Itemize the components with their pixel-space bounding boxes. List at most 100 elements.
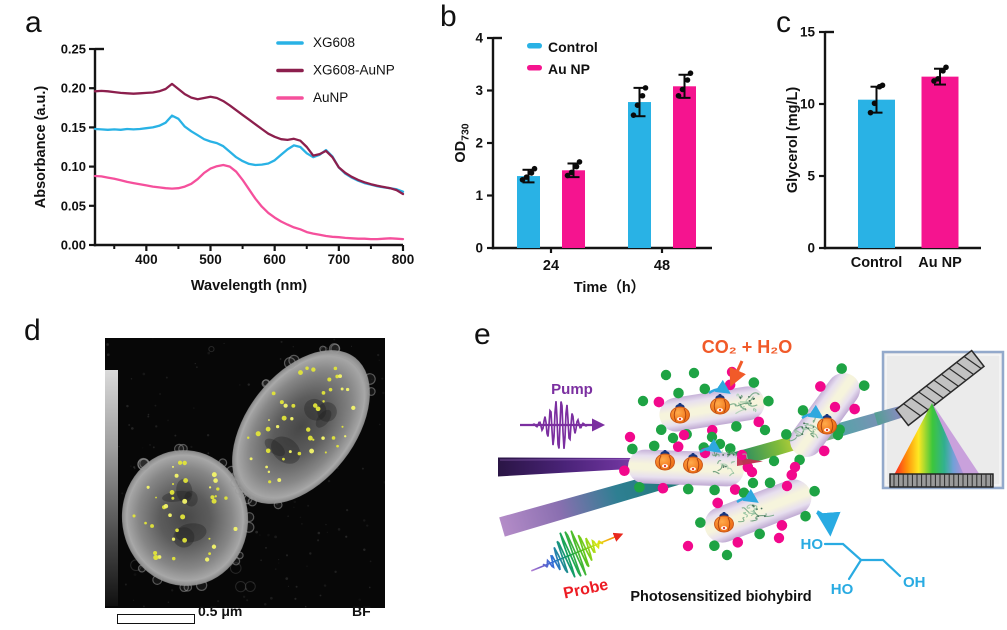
- gold-nanoparticle-dot: [171, 537, 176, 541]
- brightfield-label: BF: [352, 603, 371, 619]
- green-nanoparticle-dot: [754, 528, 765, 540]
- detector-array: [889, 473, 994, 488]
- svg-text:0.25: 0.25: [61, 42, 86, 57]
- gold-nanoparticle-dot: [311, 367, 316, 372]
- gold-nanoparticle-dot: [183, 478, 189, 483]
- green-nanoparticle-dot: [709, 484, 720, 496]
- gold-nanoparticle-dot: [333, 366, 338, 371]
- gold-nanoparticle-dot: [153, 550, 158, 556]
- svg-text:0.05: 0.05: [61, 198, 86, 213]
- electron-transfer-arrow: [699, 438, 722, 454]
- gold-nanoparticle-dot: [321, 436, 325, 440]
- magenta-nanoparticle-dot: [657, 482, 669, 494]
- svg-text:3: 3: [475, 83, 483, 98]
- magenta-nanoparticle-dot: [776, 520, 788, 531]
- svg-text:700: 700: [328, 252, 351, 267]
- green-nanoparticle-dot: [800, 510, 811, 522]
- magenta-nanoparticle-dot: [732, 537, 744, 548]
- bar-label: Control: [851, 255, 903, 271]
- gold-nanoparticle-dot: [338, 374, 343, 379]
- svg-text:Absorbance (a.u.): Absorbance (a.u.): [33, 86, 49, 209]
- electron-transfer-arrow: [801, 404, 824, 420]
- gold-nanoparticle-dot: [208, 537, 211, 540]
- gold-nanoparticle-dot: [340, 387, 344, 391]
- pump-beam: [498, 457, 647, 477]
- gold-nanoparticle-dot: [172, 465, 174, 468]
- gold-nanoparticle-dot: [283, 403, 288, 408]
- panel-label-b: b: [440, 0, 457, 33]
- svg-text:15: 15: [800, 25, 816, 40]
- series-AuNP: [93, 163, 405, 241]
- svg-text:500: 500: [199, 252, 222, 267]
- gold-nanoparticle-dot: [268, 419, 270, 421]
- gold-nanoparticle-dot: [153, 554, 159, 561]
- scale-bar-label: 0.5 μm: [198, 603, 243, 619]
- gold-nanoparticle-dot: [279, 400, 284, 405]
- svg-text:1: 1: [475, 188, 483, 203]
- svg-text:4: 4: [475, 31, 483, 46]
- green-nanoparticle-dot: [763, 395, 774, 407]
- green-nanoparticle-dot: [695, 517, 706, 528]
- glycerol-oh-label: OH: [903, 574, 926, 591]
- magenta-nanoparticle-dot: [712, 497, 723, 509]
- probe-pulse: [530, 530, 624, 578]
- gold-nanoparticle-dot: [324, 451, 327, 454]
- gold-nanoparticle-dot: [327, 377, 332, 382]
- glycerol-ho-bottom-label: HO: [830, 581, 854, 598]
- magenta-nanoparticle-dot: [672, 441, 684, 453]
- bar-Control-48: [628, 102, 651, 248]
- svg-text:2: 2: [475, 136, 483, 151]
- bar-Control-24: [517, 176, 540, 248]
- green-nanoparticle-dot: [673, 387, 684, 399]
- magenta-nanoparticle-dot: [619, 465, 630, 477]
- svg-text:0: 0: [475, 241, 483, 256]
- gold-nanoparticle-dot: [150, 524, 154, 528]
- gold-nanoparticle-dot: [205, 557, 210, 562]
- svg-text:800: 800: [392, 252, 415, 267]
- glycerol-bar-chart: 0 5 10 15 Control Au NP Glycerol (mg/L): [785, 25, 981, 271]
- gold-nanoparticle-dot: [335, 374, 339, 379]
- green-nanoparticle-dot: [699, 383, 711, 395]
- gold-nanoparticle-dot: [157, 555, 162, 559]
- green-nanoparticle-dot: [709, 540, 720, 552]
- magenta-nanoparticle-dot: [653, 396, 665, 408]
- bacterium-cell: [781, 363, 870, 466]
- gold-nanoparticle-dot: [344, 435, 347, 438]
- gold-nanoparticle-dot: [291, 403, 296, 408]
- svg-text:0.15: 0.15: [61, 120, 86, 135]
- magenta-nanoparticle-dot: [753, 416, 765, 428]
- green-nanoparticle-dot: [858, 380, 870, 391]
- legend-label: Au NP: [548, 61, 590, 77]
- diffraction-grating: [894, 349, 986, 427]
- green-nanoparticle-dot: [634, 481, 645, 493]
- gold-nanoparticle-dot: [306, 427, 311, 432]
- co2-input-arrow: [729, 360, 746, 387]
- legend-label: XG608: [313, 35, 355, 50]
- gold-nanoparticle-dot: [312, 438, 315, 441]
- glycerol-molecule: [823, 542, 902, 581]
- gold-nanoparticle-dot: [169, 490, 175, 495]
- green-nanoparticle-dot: [682, 483, 694, 495]
- svg-text:0.00: 0.00: [61, 238, 86, 253]
- gold-nanoparticle-dot: [265, 465, 268, 469]
- gold-nanoparticle-dot: [268, 480, 272, 484]
- legend-label: Control: [548, 39, 598, 55]
- enzyme-cluster: [728, 392, 760, 415]
- green-nanoparticle-dot: [655, 424, 667, 436]
- gold-nanoparticle-dot: [224, 496, 228, 500]
- green-nanoparticle-dot: [781, 429, 792, 440]
- green-nanoparticle-dot: [764, 477, 776, 489]
- gold-nanoparticle-dot: [305, 366, 309, 370]
- svg-text:Time（h）: Time（h）: [574, 278, 645, 296]
- gold-nanoparticle-dot: [277, 478, 282, 482]
- gold-nanoparticle-dot: [321, 391, 326, 395]
- green-nanoparticle-dot: [797, 405, 809, 416]
- tem-micrograph: [105, 338, 385, 608]
- svg-text:400: 400: [135, 252, 158, 267]
- glycerol-ho-top-label: HO: [800, 536, 824, 553]
- gold-nanoparticle-dot: [351, 405, 356, 411]
- gold-nanoparticle-dot: [328, 387, 333, 392]
- green-nanoparticle-dot: [836, 363, 847, 374]
- gold-nanoparticle-dot: [315, 406, 321, 412]
